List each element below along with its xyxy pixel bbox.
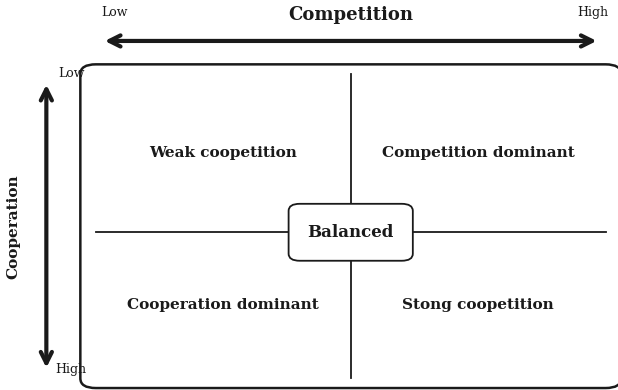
Text: Low: Low	[101, 6, 127, 19]
Text: High: High	[578, 6, 609, 19]
Text: Low: Low	[58, 67, 84, 80]
Text: Balanced: Balanced	[308, 224, 394, 241]
Text: Cooperation dominant: Cooperation dominant	[127, 298, 319, 312]
Text: Stong coopetition: Stong coopetition	[402, 298, 554, 312]
Text: Cooperation: Cooperation	[7, 174, 20, 278]
FancyBboxPatch shape	[289, 204, 413, 261]
Text: Competition: Competition	[288, 6, 413, 24]
Text: High: High	[56, 363, 87, 376]
Text: Competition dominant: Competition dominant	[382, 146, 575, 160]
FancyBboxPatch shape	[80, 64, 618, 388]
Text: Weak coopetition: Weak coopetition	[150, 146, 297, 160]
